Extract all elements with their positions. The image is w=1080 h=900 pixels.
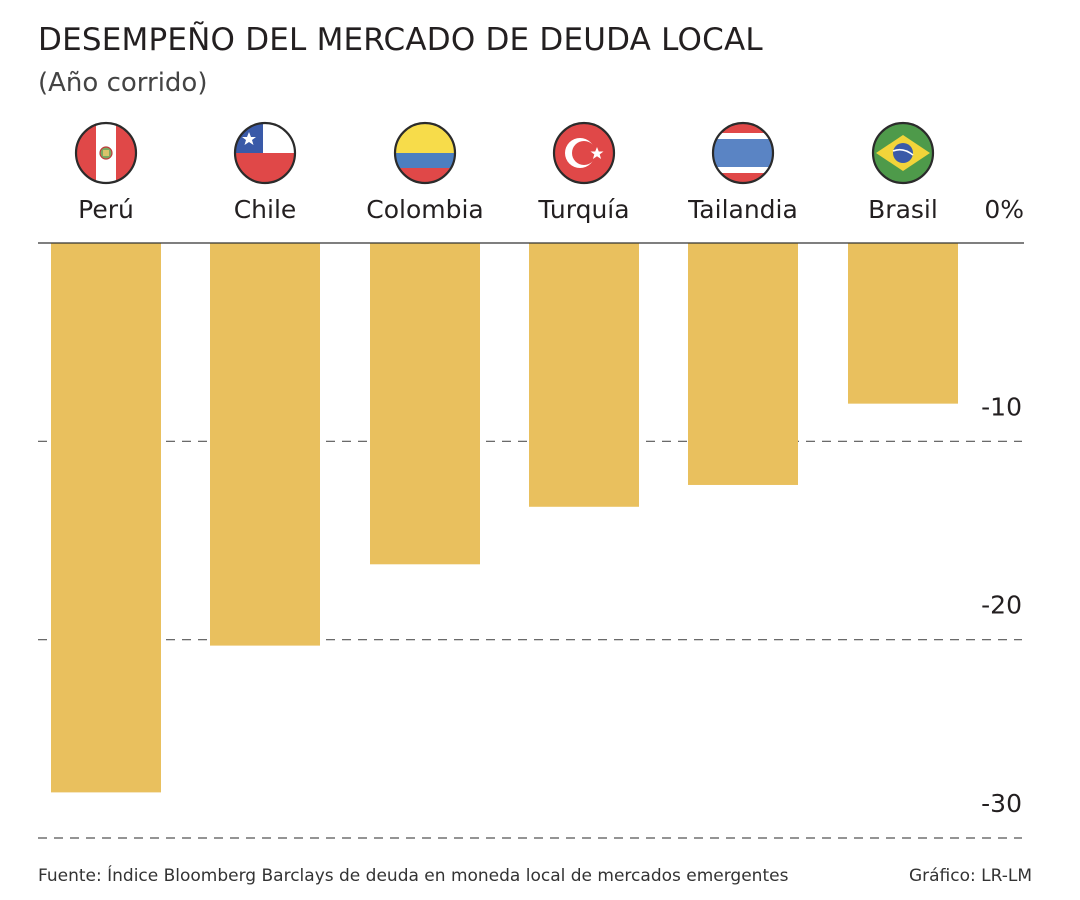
bar-3 xyxy=(529,243,639,507)
y-tick-label: -30 xyxy=(981,789,1022,818)
chart-subtitle: (Año corrido) xyxy=(38,68,208,98)
bar-5 xyxy=(848,243,958,404)
bar-2 xyxy=(370,243,480,565)
category-label: Colombia xyxy=(366,195,483,224)
category-label: Tailandia xyxy=(687,195,798,224)
y-tick-label: -20 xyxy=(981,591,1022,620)
category-label: Perú xyxy=(78,195,134,224)
colombia-flag-icon xyxy=(393,121,457,185)
category-label: Chile xyxy=(234,195,297,224)
peru-flag-icon xyxy=(74,121,138,185)
chart-title: DESEMPEÑO DEL MERCADO DE DEUDA LOCAL xyxy=(38,22,763,58)
brazil-flag-icon xyxy=(871,121,935,185)
y-tick-label: 0% xyxy=(984,195,1024,224)
category-label: Turquía xyxy=(537,195,629,224)
chart-credit: Gráfico: LR-LM xyxy=(908,866,1032,886)
source-note: Fuente: Índice Bloomberg Barclays de deu… xyxy=(38,866,789,886)
chile-flag-icon xyxy=(233,121,297,185)
bar-0 xyxy=(51,243,161,793)
y-tick-label: -10 xyxy=(981,392,1022,421)
thailand-flag-icon xyxy=(711,121,775,185)
bar-1 xyxy=(210,243,320,646)
bar-4 xyxy=(688,243,798,485)
turkey-flag-icon xyxy=(552,121,616,185)
category-label: Brasil xyxy=(868,195,938,224)
